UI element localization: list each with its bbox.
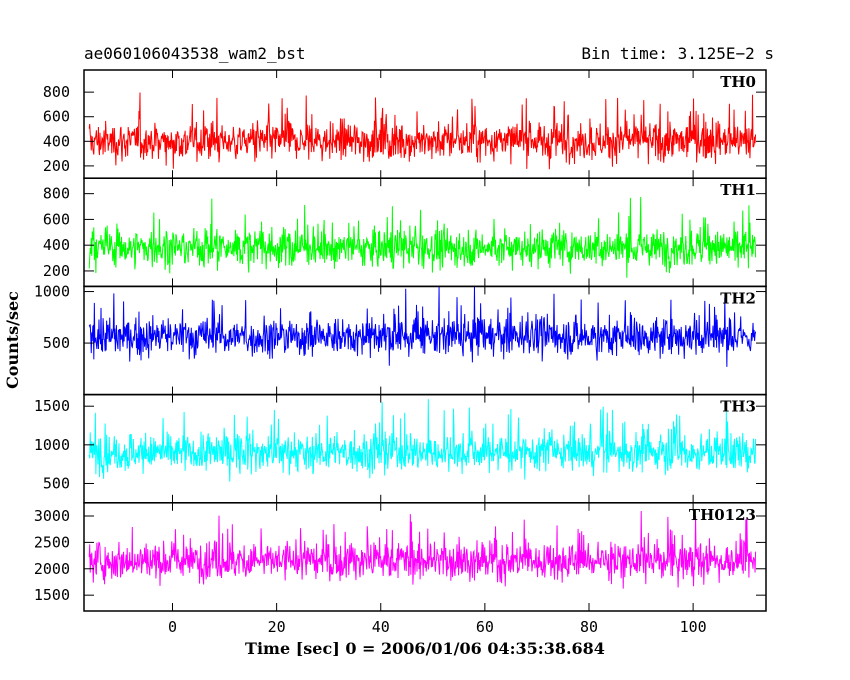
y-tick-label: 500 [43, 334, 70, 352]
y-tick-label: 600 [43, 210, 70, 228]
y-tick-label: 600 [43, 108, 70, 126]
y-tick-label: 1000 [34, 436, 70, 454]
series-th3 [88, 399, 757, 482]
y-tick-label: 1500 [34, 397, 70, 415]
panel-th2: 500 1000 TH2 [34, 283, 767, 396]
y-tick-label: 2000 [34, 560, 70, 578]
panel-label: TH0123 [689, 506, 756, 524]
y-tick-label: 400 [43, 132, 70, 150]
chart-title: ae060106043538_wam2_bst [84, 44, 306, 63]
y-axis-label: Counts/sec [3, 291, 22, 389]
series-th0123 [88, 510, 757, 589]
y-tick-label: 1500 [34, 586, 70, 604]
panel-frame [83, 502, 767, 612]
x-tick-label: 60 [476, 618, 494, 636]
x-tick-label: 100 [680, 618, 707, 636]
x-tick-label: 0 [168, 618, 177, 636]
x-tick-label: 80 [580, 618, 598, 636]
panel-label: TH2 [720, 289, 756, 307]
panel-th1: 200 400 600 800 TH1 [43, 177, 767, 288]
y-tick-label: 500 [43, 474, 70, 492]
x-tick-label: 20 [268, 618, 286, 636]
bin-time-label: Bin time: 3.125E−2 s [581, 44, 774, 63]
y-tick-label: 2500 [34, 533, 70, 551]
y-tick-label: 800 [43, 185, 70, 203]
y-tick-label: 200 [43, 262, 70, 280]
panel-th3: 500 1000 1500 TH3 [34, 393, 767, 504]
series-th0 [88, 92, 757, 170]
x-axis: 0 20 40 60 80 100 [168, 618, 707, 636]
y-tick-label: 800 [43, 83, 70, 101]
series-th2 [88, 286, 757, 367]
y-tick-label: 1000 [34, 283, 70, 301]
panels-group: 200 400 600 800 TH0 200 400 600 800 TH1 500 1000 TH2… [34, 69, 767, 612]
panel-label: TH0 [720, 73, 756, 91]
series-th1 [88, 197, 757, 278]
x-axis-label: Time [sec] 0 = 2006/01/06 04:35:38.684 [245, 639, 605, 658]
y-tick-label: 400 [43, 236, 70, 254]
panel-label: TH1 [720, 181, 756, 199]
y-tick-label: 200 [43, 157, 70, 175]
panel-th0123: 1500 2000 2500 3000 TH0123 [34, 502, 767, 612]
panel-label: TH3 [720, 398, 756, 416]
x-tick-label: 40 [372, 618, 390, 636]
panel-th0: 200 400 600 800 TH0 [43, 69, 767, 179]
y-tick-label: 3000 [34, 507, 70, 525]
